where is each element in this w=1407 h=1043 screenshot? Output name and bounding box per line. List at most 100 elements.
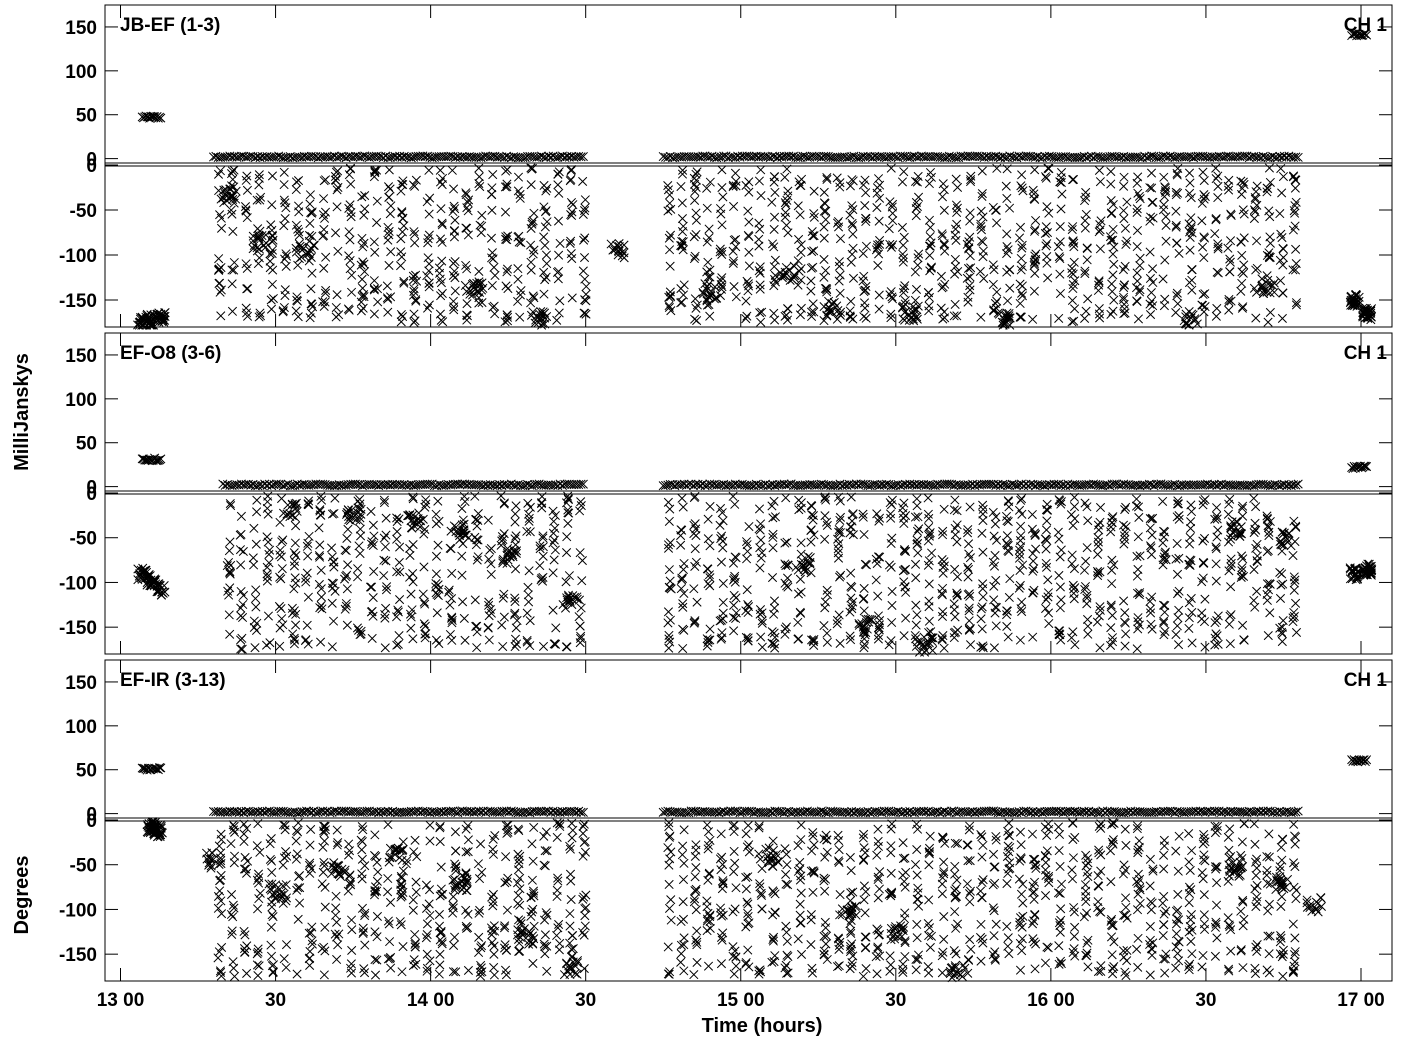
data-point-marker (372, 857, 382, 867)
phase-series (133, 491, 1377, 657)
data-point-marker (822, 637, 832, 647)
data-point-marker (550, 545, 560, 555)
data-point-marker (502, 312, 513, 322)
data-point-marker (267, 200, 277, 210)
data-point-marker (435, 823, 445, 833)
data-point-marker (277, 564, 287, 574)
data-point-marker (664, 516, 674, 526)
data-point-marker (529, 293, 539, 303)
data-point-marker (1028, 556, 1038, 566)
data-point-marker (1106, 167, 1116, 177)
data-point-marker (256, 192, 266, 202)
data-point-marker (951, 224, 961, 234)
data-point-marker (346, 915, 357, 925)
data-point-marker (875, 552, 885, 562)
data-point-marker (1213, 193, 1223, 203)
data-point-marker (486, 233, 497, 243)
data-point-marker (1199, 233, 1210, 243)
data-point-marker (496, 491, 506, 501)
data-point-marker (236, 511, 246, 521)
data-point-marker (384, 260, 394, 270)
data-point-marker (397, 207, 407, 217)
data-point-marker (992, 535, 1002, 545)
data-point-marker (861, 216, 871, 227)
data-point-marker (301, 635, 311, 645)
data-point-marker (356, 531, 366, 541)
data-point-marker (978, 509, 988, 519)
data-point-marker (450, 286, 460, 296)
data-point-marker (731, 176, 741, 186)
data-point-marker (663, 206, 673, 216)
data-point-marker (425, 910, 435, 921)
data-point-marker (241, 175, 251, 185)
data-point-marker (305, 960, 315, 970)
data-point-marker (899, 232, 909, 242)
data-point-marker (522, 637, 532, 647)
data-point-marker (691, 208, 701, 218)
data-point-marker (384, 165, 394, 175)
data-point-marker (702, 237, 712, 247)
data-point-marker (487, 937, 497, 948)
data-point-marker (486, 569, 496, 580)
data-point-marker (541, 272, 551, 282)
data-point-marker (550, 510, 560, 521)
data-point-marker (1263, 546, 1273, 556)
data-point-marker (459, 613, 469, 623)
data-point-marker (939, 240, 949, 250)
data-point-marker (1030, 165, 1040, 175)
data-point-marker (528, 939, 538, 949)
data-point-marker (216, 213, 226, 223)
data-point-marker (551, 623, 561, 633)
data-point-marker (315, 552, 325, 562)
data-point-marker (319, 828, 329, 838)
data-point-marker (262, 576, 272, 586)
data-point-marker (295, 898, 305, 908)
data-point-marker (340, 604, 350, 614)
data-point-marker (937, 229, 947, 239)
data-point-marker (718, 608, 728, 618)
data-point-marker (919, 151, 929, 162)
data-point-marker (950, 495, 960, 505)
data-point-marker (549, 555, 559, 565)
data-point-marker (1017, 261, 1027, 271)
data-point-marker (1265, 608, 1275, 618)
data-point-marker (579, 206, 590, 216)
data-point-marker (1172, 238, 1182, 248)
data-point-marker (280, 198, 290, 208)
data-point-marker (294, 227, 304, 237)
data-point-marker (886, 513, 896, 523)
data-point-marker (718, 578, 728, 589)
data-point-marker (1211, 576, 1221, 586)
data-point-marker (781, 200, 791, 210)
data-point-marker (445, 629, 455, 640)
data-point-marker (565, 238, 575, 248)
data-point-marker (462, 264, 472, 274)
phase-series (133, 163, 1377, 330)
data-point-marker (728, 491, 738, 501)
data-point-marker (1068, 627, 1078, 637)
data-point-marker (663, 497, 673, 507)
data-point-marker (898, 314, 908, 324)
data-point-marker (1067, 317, 1077, 327)
data-point-marker (1171, 629, 1181, 640)
data-point-marker (861, 313, 871, 323)
data-point-marker (394, 557, 404, 567)
data-point-marker (1068, 222, 1078, 232)
data-point-marker (293, 818, 303, 828)
data-point-marker (404, 152, 414, 162)
data-point-marker (1055, 222, 1065, 232)
data-point-marker (292, 292, 302, 302)
data-point-marker (783, 186, 793, 196)
data-point-marker (359, 210, 369, 220)
data-point-marker (925, 250, 935, 260)
data-point-marker (344, 227, 354, 237)
data-point-marker (940, 279, 950, 289)
data-point-marker (949, 605, 959, 615)
data-point-marker (1198, 558, 1209, 568)
data-point-marker (303, 639, 313, 649)
data-point-marker (394, 631, 404, 641)
data-point-marker (664, 292, 674, 302)
data-point-marker (965, 272, 975, 282)
data-point-marker (1016, 521, 1026, 531)
data-point-marker (1055, 177, 1065, 187)
